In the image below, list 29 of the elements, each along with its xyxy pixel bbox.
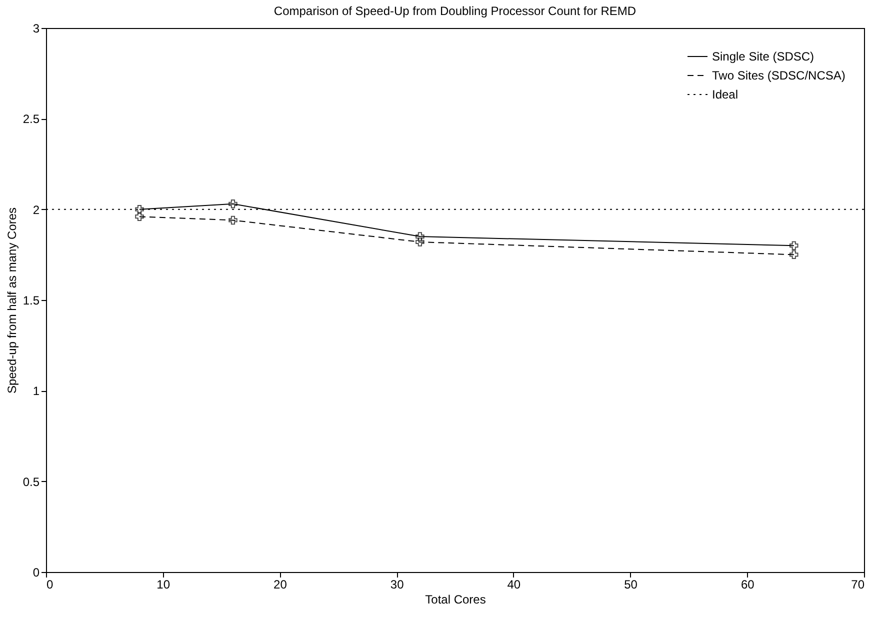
y-tick-label: 2 xyxy=(32,202,40,217)
x-tick-label: 20 xyxy=(274,578,288,592)
point xyxy=(416,238,424,246)
x-tick-label: 60 xyxy=(740,578,755,592)
x-axis-title: Total Cores xyxy=(425,592,486,606)
y-tick-label: 1.5 xyxy=(22,294,40,308)
x-tick-label: 70 xyxy=(851,578,865,592)
x-tick-label: 30 xyxy=(390,578,404,592)
y-tick-label: 1 xyxy=(32,384,40,398)
legend-label: Ideal xyxy=(712,88,738,102)
y-tick-label: 2.5 xyxy=(22,112,40,126)
x-tick-label: 10 xyxy=(156,578,170,592)
y-tick-label: 3 xyxy=(32,22,40,36)
x-tick-label: 0 xyxy=(46,578,54,592)
point xyxy=(790,250,798,260)
y-axis-title: Speed-up from half as many Cores xyxy=(4,207,19,394)
x-tick-label: 50 xyxy=(624,578,638,592)
legend-label: Single Site (SDSC) xyxy=(712,50,814,64)
chart-title: Comparison of Speed-Up from Doubling Processor Count for REMD xyxy=(274,4,636,18)
y-tick-label: 0 xyxy=(32,566,40,580)
point xyxy=(135,204,144,214)
legend-label: Two Sites (SDSC/NCSA) xyxy=(712,68,846,82)
point xyxy=(228,216,238,225)
point xyxy=(135,212,144,221)
y-tick-label: 0.5 xyxy=(22,474,40,489)
x-tick-label: 40 xyxy=(507,578,521,592)
point xyxy=(790,241,798,250)
point xyxy=(228,200,238,208)
point xyxy=(416,232,424,241)
